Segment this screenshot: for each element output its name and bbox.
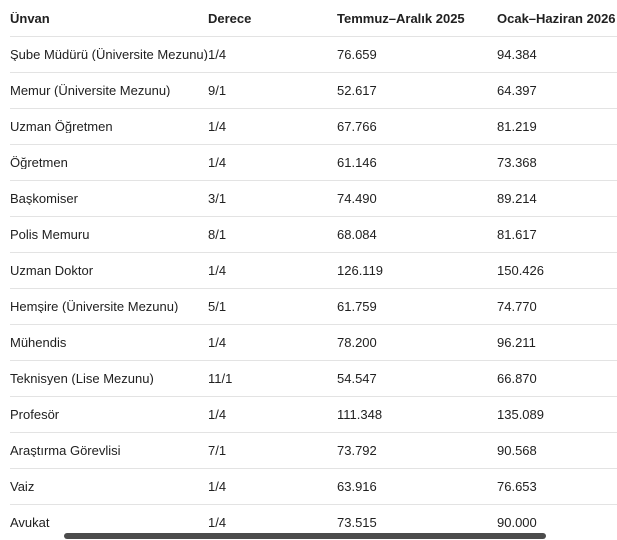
cell-ocak-haziran-2026: 90.568 — [497, 444, 537, 457]
cell-derece: 1/4 — [208, 120, 227, 133]
cell-temmuz-aralik-2025: 73.515 — [337, 516, 377, 529]
cell-derece: 1/4 — [208, 156, 227, 169]
cell-ocak-haziran-2026: 94.384 — [497, 48, 537, 61]
cell-ocak-haziran-2026: 90.000 — [497, 516, 537, 529]
table-row: Başkomiser 3/1 74.490 89.214 — [10, 180, 617, 216]
table-row: Uzman Doktor 1/4 126.119 150.426 — [10, 252, 617, 288]
cell-unvan: Mühendis — [10, 336, 67, 349]
cell-temmuz-aralik-2025: 54.547 — [337, 372, 377, 385]
cell-unvan: Uzman Doktor — [10, 264, 94, 277]
cell-temmuz-aralik-2025: 111.348 — [337, 408, 383, 421]
table-row: Avukat 1/4 73.515 90.000 — [10, 504, 617, 540]
cell-derece: 1/4 — [208, 408, 227, 421]
cell-derece: 5/1 — [208, 300, 227, 313]
cell-temmuz-aralik-2025: 126.119 — [337, 264, 384, 277]
cell-unvan: Vaiz — [10, 480, 35, 493]
cell-unvan: Şube Müdürü (Üniversite Mezunu) — [10, 48, 208, 61]
cell-derece: 1/4 — [208, 48, 227, 61]
cell-ocak-haziran-2026: 89.214 — [497, 192, 537, 205]
cell-derece: 9/1 — [208, 84, 227, 97]
cell-temmuz-aralik-2025: 61.759 — [337, 300, 377, 313]
column-header-ocak-haziran-2026: Ocak–Haziran 2026 — [497, 11, 616, 25]
table-body: Şube Müdürü (Üniversite Mezunu) 1/4 76.659… — [10, 36, 617, 540]
cell-temmuz-aralik-2025: 63.916 — [337, 480, 377, 493]
cell-unvan: Araştırma Görevlisi — [10, 444, 121, 457]
table-row: Profesör 1/4 111.348 135.089 — [10, 396, 617, 432]
cell-ocak-haziran-2026: 64.397 — [497, 84, 537, 97]
table-row: Araştırma Görevlisi 7/1 73.792 90.568 — [10, 432, 617, 468]
cell-temmuz-aralik-2025: 74.490 — [337, 192, 377, 205]
column-header-temmuz-aralik-2025: Temmuz–Aralık 2025 — [337, 11, 465, 25]
cell-derece: 1/4 — [208, 336, 227, 349]
cell-unvan: Başkomiser — [10, 192, 78, 205]
table-row: Memur (Üniversite Mezunu) 9/1 52.617 64.397 — [10, 72, 617, 108]
cell-unvan: Polis Memuru — [10, 228, 90, 241]
cell-ocak-haziran-2026: 96.211 — [497, 336, 536, 349]
cell-ocak-haziran-2026: 150.426 — [497, 264, 544, 277]
horizontal-scrollbar-thumb[interactable] — [64, 533, 546, 539]
column-header-derece: Derece — [208, 11, 252, 25]
cell-ocak-haziran-2026: 66.870 — [497, 372, 537, 385]
cell-derece: 1/4 — [208, 264, 227, 277]
horizontal-scrollbar[interactable] — [0, 532, 617, 540]
cell-ocak-haziran-2026: 81.219 — [497, 120, 537, 133]
table-row: Uzman Öğretmen 1/4 67.766 81.219 — [10, 108, 617, 144]
cell-ocak-haziran-2026: 73.368 — [497, 156, 537, 169]
cell-unvan: Uzman Öğretmen — [10, 120, 113, 133]
cell-unvan: Profesör — [10, 408, 60, 421]
table-row: Vaiz 1/4 63.916 76.653 — [10, 468, 617, 504]
cell-ocak-haziran-2026: 135.089 — [497, 408, 544, 421]
cell-ocak-haziran-2026: 74.770 — [497, 300, 537, 313]
salary-table: Ünvan Derece Temmuz–Aralık 2025 Ocak–Haz… — [10, 0, 617, 540]
cell-derece: 8/1 — [208, 228, 227, 241]
cell-derece: 7/1 — [208, 444, 227, 457]
cell-ocak-haziran-2026: 81.617 — [497, 228, 537, 241]
table-row: Şube Müdürü (Üniversite Mezunu) 1/4 76.659… — [10, 36, 617, 72]
column-header-unvan: Ünvan — [10, 11, 50, 25]
table-row: Polis Memuru 8/1 68.084 81.617 — [10, 216, 617, 252]
cell-derece: 1/4 — [208, 516, 227, 529]
table-row: Teknisyen (Lise Mezunu) 11/1 54.547 66.870 — [10, 360, 617, 396]
cell-derece: 11/1 — [208, 372, 233, 385]
cell-temmuz-aralik-2025: 67.766 — [337, 120, 377, 133]
table-row: Mühendis 1/4 78.200 96.211 — [10, 324, 617, 360]
table-row: Hemşire (Üniversite Mezunu) 5/1 61.759 74.7… — [10, 288, 617, 324]
cell-derece: 1/4 — [208, 480, 227, 493]
cell-derece: 3/1 — [208, 192, 227, 205]
cell-unvan: Öğretmen — [10, 156, 68, 169]
cell-unvan: Avukat — [10, 516, 50, 529]
cell-temmuz-aralik-2025: 73.792 — [337, 444, 377, 457]
table-header-row: Ünvan Derece Temmuz–Aralık 2025 Ocak–Haz… — [10, 0, 617, 36]
cell-temmuz-aralik-2025: 52.617 — [337, 84, 377, 97]
table-row: Öğretmen 1/4 61.146 73.368 — [10, 144, 617, 180]
cell-unvan: Memur (Üniversite Mezunu) — [10, 84, 171, 97]
cell-unvan: Teknisyen (Lise Mezunu) — [10, 372, 154, 385]
cell-ocak-haziran-2026: 76.653 — [497, 480, 537, 493]
cell-temmuz-aralik-2025: 68.084 — [337, 228, 377, 241]
cell-unvan: Hemşire (Üniversite Mezunu) — [10, 300, 179, 313]
cell-temmuz-aralik-2025: 76.659 — [337, 48, 377, 61]
cell-temmuz-aralik-2025: 61.146 — [337, 156, 377, 169]
cell-temmuz-aralik-2025: 78.200 — [337, 336, 377, 349]
